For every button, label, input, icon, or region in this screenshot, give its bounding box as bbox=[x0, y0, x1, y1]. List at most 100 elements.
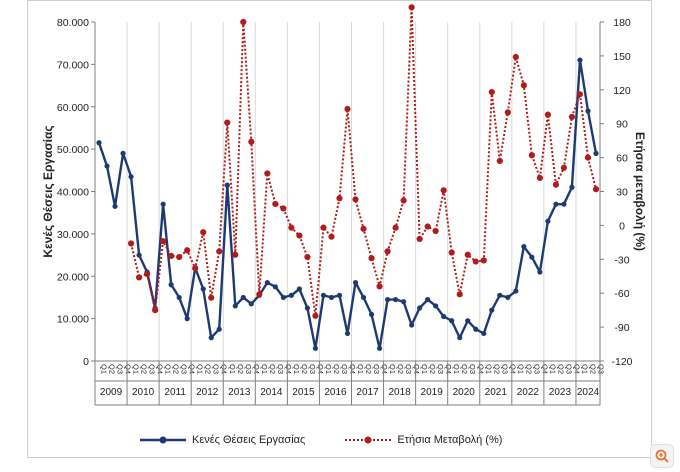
annual-change-data-point bbox=[256, 291, 263, 298]
annual-change-data-point bbox=[248, 138, 255, 145]
vacancies-data-point bbox=[513, 288, 519, 294]
vacancies-data-point bbox=[553, 201, 559, 207]
zoom-icon bbox=[655, 449, 669, 463]
x-quarter-label: Q2 bbox=[460, 364, 469, 374]
x-quarter-label: Q1 bbox=[228, 364, 237, 374]
annual-change-data-point bbox=[135, 274, 143, 281]
x-quarter-label: Q4 bbox=[476, 364, 485, 374]
y-right-tick-label: 90 bbox=[616, 119, 628, 131]
vacancies-data-point bbox=[288, 292, 294, 298]
vacancies-series-line bbox=[97, 58, 598, 350]
y-left-tick-label: 20.000 bbox=[57, 271, 89, 283]
x-quarter-label: Q4 bbox=[252, 364, 261, 374]
x-year-label: 2020 bbox=[453, 387, 476, 398]
x-quarter-label: Q3 bbox=[596, 364, 605, 374]
vacancies-data-point bbox=[296, 286, 303, 292]
x-quarter-label: Q2 bbox=[428, 364, 437, 374]
vacancies-data-point bbox=[577, 57, 583, 63]
y-left-tick-label: 40.000 bbox=[57, 187, 89, 199]
vacancies-data-point bbox=[417, 305, 423, 311]
vacancies-data-point bbox=[561, 201, 567, 207]
vacancies-data-point bbox=[368, 311, 375, 317]
x-quarter-label: Q4 bbox=[348, 364, 357, 374]
annual-change-data-point bbox=[328, 233, 335, 240]
legend-label-annual-change: Ετήσια Μεταβολή (%) bbox=[397, 434, 503, 446]
x-quarter-label: Q1 bbox=[260, 364, 269, 374]
vacancies-data-point bbox=[585, 108, 591, 114]
x-quarter-label: Q3 bbox=[436, 364, 445, 374]
y-axis-right-title: Ετήσια μεταβολή (%) bbox=[633, 132, 647, 251]
x-quarter-label: Q3 bbox=[468, 364, 477, 374]
vacancies-data-point bbox=[320, 292, 327, 298]
x-year-label: 2021 bbox=[485, 387, 508, 398]
vacancies-data-point bbox=[344, 330, 351, 337]
x-quarter-label: Q1 bbox=[132, 364, 141, 374]
vacancies-data-point bbox=[593, 150, 599, 156]
annual-change-data-point bbox=[504, 109, 511, 116]
x-quarter-label: Q4 bbox=[156, 364, 165, 374]
x-quarter-label: Q2 bbox=[300, 364, 309, 374]
x-quarter-label: Q3 bbox=[116, 364, 125, 374]
vacancies-data-point bbox=[328, 294, 335, 301]
x-year-label: 2023 bbox=[549, 387, 572, 398]
vacancies-data-point bbox=[497, 292, 503, 298]
x-quarter-label: Q2 bbox=[108, 364, 117, 374]
x-quarter-label: Q1 bbox=[164, 364, 173, 374]
x-year-label: 2016 bbox=[324, 387, 347, 398]
x-quarter-label: Q3 bbox=[404, 364, 413, 374]
x-quarter-label: Q3 bbox=[500, 364, 509, 374]
x-quarter-label: Q3 bbox=[212, 364, 221, 374]
annual-change-data-point bbox=[368, 255, 375, 262]
x-quarter-label: Q4 bbox=[540, 364, 549, 374]
annual-change-data-point bbox=[592, 186, 600, 193]
legend-marker-vacancies bbox=[140, 436, 186, 444]
x-quarter-label: Q2 bbox=[524, 364, 533, 374]
vacancies-data-point bbox=[336, 292, 343, 298]
annual-change-data-point bbox=[408, 4, 415, 11]
vacancies-data-point bbox=[545, 218, 551, 224]
vacancies-data-point bbox=[473, 326, 479, 332]
annual-change-data-point bbox=[160, 238, 167, 245]
x-quarter-label: Q2 bbox=[204, 364, 213, 374]
vacancies-data-point bbox=[425, 296, 431, 303]
x-year-label: 2024 bbox=[577, 387, 600, 398]
vacancies-data-point bbox=[168, 282, 174, 288]
annual-change-data-point bbox=[152, 307, 159, 314]
zoom-button[interactable] bbox=[650, 444, 674, 468]
x-quarter-label: Q1 bbox=[388, 364, 397, 374]
vacancies-data-point bbox=[481, 330, 487, 337]
y-right-tick-label: 180 bbox=[613, 17, 631, 29]
vacancies-data-point bbox=[112, 203, 118, 209]
x-quarter-label: Q4 bbox=[572, 364, 581, 374]
annual-change-data-point bbox=[336, 195, 343, 202]
x-quarter-label: Q2 bbox=[172, 364, 181, 374]
x-quarter-label: Q4 bbox=[316, 364, 325, 374]
chart-frame bbox=[27, 0, 652, 458]
x-quarter-label: Q1 bbox=[196, 364, 205, 374]
legend-item-vacancies: Κενές Θέσεις Εργασίας bbox=[140, 434, 305, 446]
x-year-label: 2009 bbox=[100, 387, 123, 398]
annual-change-data-point bbox=[520, 82, 527, 89]
x-quarter-label: Q3 bbox=[564, 364, 573, 374]
annual-change-data-point bbox=[496, 157, 503, 165]
x-quarter-label: Q3 bbox=[244, 364, 253, 374]
annual-change-data-point bbox=[176, 253, 183, 261]
x-quarter-label: Q1 bbox=[356, 364, 365, 374]
y-axis-left-title: Κενές Θέσεις Εργασίας bbox=[41, 125, 55, 257]
annual-change-data-point bbox=[360, 225, 367, 232]
annual-change-data-point bbox=[232, 251, 239, 258]
annual-change-data-point bbox=[432, 227, 439, 235]
annual-change-data-point bbox=[352, 196, 359, 203]
x-quarter-label: Q4 bbox=[412, 364, 421, 374]
annual-change-data-point bbox=[424, 223, 431, 230]
annual-change-series-line bbox=[130, 7, 597, 316]
vacancies-data-point bbox=[312, 345, 319, 351]
x-quarter-label: Q2 bbox=[492, 364, 501, 374]
x-quarter-label: Q3 bbox=[340, 364, 349, 374]
annual-change-data-point bbox=[576, 91, 584, 98]
x-year-label: 2022 bbox=[517, 387, 540, 398]
annual-change-data-point bbox=[384, 248, 391, 255]
x-year-label: 2013 bbox=[228, 387, 251, 398]
vacancies-data-point bbox=[376, 345, 383, 351]
x-quarter-label: Q2 bbox=[332, 364, 341, 374]
